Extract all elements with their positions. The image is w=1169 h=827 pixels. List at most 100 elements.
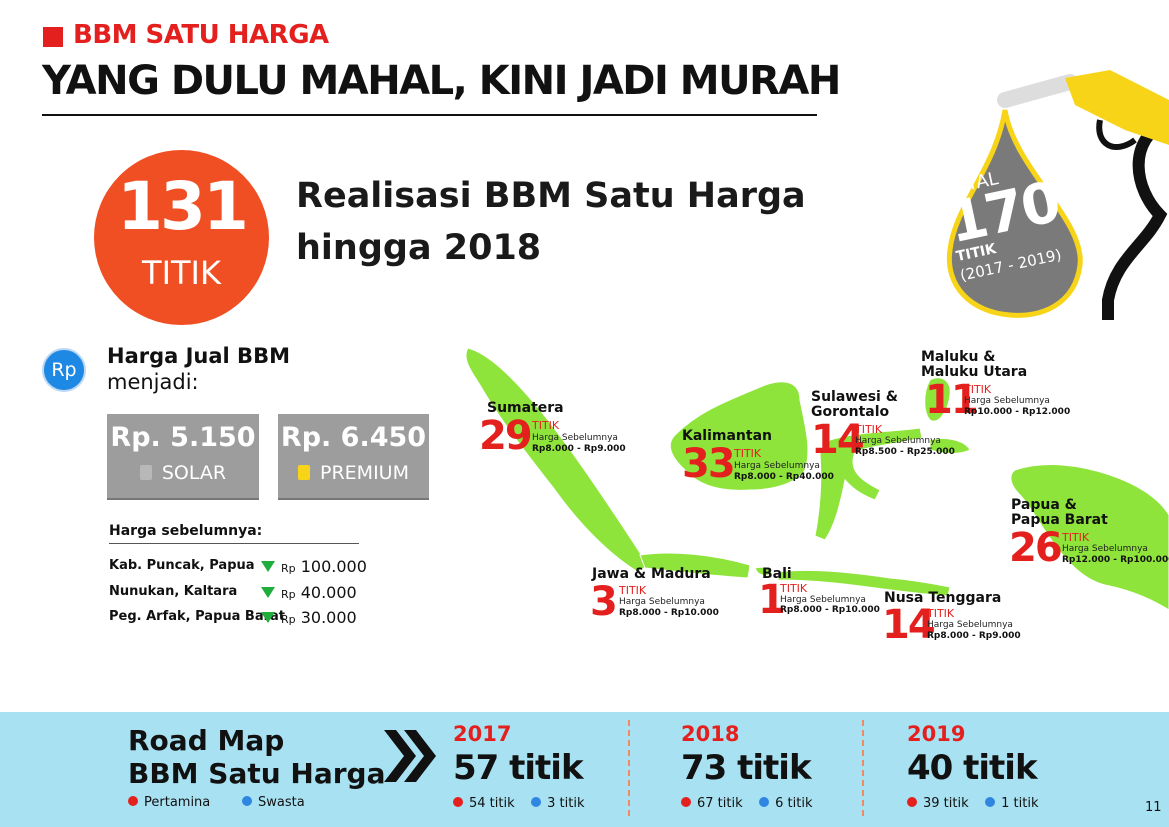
region-nusa-tenggara: Nusa Tenggara 14 TITIK Harga Sebelumnya … (882, 590, 1021, 646)
region-name: Jawa & Madura (592, 566, 711, 582)
region-count: 14 (882, 602, 936, 648)
realisasi-text: Realisasi BBM Satu Harga hingga 2018 (296, 170, 836, 274)
kalimantan-island (669, 381, 809, 491)
region-unit: TITIK (780, 582, 808, 595)
pertamina-dot-icon (681, 797, 691, 807)
fuel-nozzle-drop-illustration (946, 70, 1169, 320)
region-unit: TITIK (734, 447, 762, 460)
bali-island (754, 566, 773, 576)
maluku-islands (924, 377, 951, 422)
region-prev-label: Harga Sebelumnya (780, 595, 866, 605)
nozzle-trigger-icon (1096, 119, 1137, 151)
region-count: 14 (811, 417, 865, 463)
rupiah-icon: Rp (42, 348, 86, 392)
jawa-island (639, 552, 751, 579)
region-name: Sumatera (487, 400, 564, 416)
indonesia-map (465, 347, 1169, 611)
papua-island (1010, 464, 1169, 611)
region-name-line2: Maluku Utara (921, 364, 1028, 380)
previous-price-divider (109, 543, 359, 544)
swasta-dot-icon (531, 797, 542, 807)
swasta-dot-icon (242, 796, 252, 806)
pertamina-dot-icon (907, 797, 917, 807)
page-number: 11 (1145, 800, 1162, 815)
region-prev-range: Rp10.000 - Rp12.000 (964, 407, 1071, 417)
previous-price-amount: Rp 100.000 (281, 557, 367, 576)
region-sumatera: Sumatera 29 TITIK Harga Sebelumnya Rp8.0… (479, 400, 626, 457)
region-count: 3 (590, 579, 618, 625)
premium-label-row: PREMIUM (278, 462, 429, 484)
region-unit: TITIK (532, 419, 560, 432)
region-prev-range: Rp8.000 - Rp9.000 (532, 444, 626, 454)
roadmap-split: 54 titik 3 titik (453, 796, 585, 811)
previous-price-amount: Rp 30.000 (281, 608, 357, 627)
region-maluku: Maluku & Maluku Utara 11 TITIK Harga Seb… (921, 349, 1070, 421)
legend-pertamina: Pertamina (128, 795, 210, 810)
previous-price-location: Peg. Arfak, Papua Barat (109, 609, 286, 624)
pertamina-dot-icon (453, 797, 463, 807)
region-count: 33 (682, 441, 736, 487)
roadmap-total: 57 titik (453, 748, 584, 788)
premium-price-value: Rp. 6.450 (280, 422, 427, 453)
region-name-line1: Papua & (1011, 497, 1077, 513)
down-arrow-icon (261, 561, 275, 572)
solar-label-row: SOLAR (107, 462, 259, 484)
roadmap-total: 40 titik (907, 748, 1038, 788)
region-prev-range: Rp8.000 - Rp40.000 (734, 472, 834, 482)
roadmap-split: 39 titik 1 titik (907, 796, 1039, 811)
price-subtitle: menjadi: (107, 370, 199, 394)
region-unit: TITIK (619, 584, 647, 597)
region-prev-range: Rp8.000 - Rp10.000 (780, 605, 880, 615)
region-count: 29 (479, 413, 533, 459)
page-headline: YANG DULU MAHAL, KINI JADI MURAH (42, 58, 841, 104)
roadmap-title-line2: BBM Satu Harga (128, 757, 386, 790)
double-chevron-right-icon (384, 730, 436, 782)
pertamina-dot-icon (128, 796, 138, 806)
region-prev-range: Rp12.000 - Rp100.000 (1062, 555, 1169, 565)
region-unit: TITIK (927, 607, 955, 620)
price-title: Harga Jual BBM (107, 344, 290, 368)
year-separator (862, 720, 864, 816)
previous-price-location: Kab. Puncak, Papua (109, 558, 255, 573)
region-name: Nusa Tenggara (884, 590, 1002, 606)
roadmap-year: 2018 (681, 722, 740, 746)
premium-price-card: Rp. 6.450 PREMIUM (278, 414, 429, 500)
region-bali: Bali 1 TITIK Harga Sebelumnya Rp8.000 - … (758, 567, 880, 621)
roadmap-band (0, 712, 1169, 827)
realisasi-text-line1: Realisasi BBM Satu Harga (296, 176, 806, 216)
realisasi-number: 131 (117, 168, 249, 245)
year-separator (628, 720, 630, 816)
region-unit: TITIK (964, 383, 992, 396)
nozzle-icon (1065, 70, 1169, 145)
previous-price-title: Harga sebelumnya: (109, 523, 263, 539)
down-arrow-icon (261, 587, 275, 598)
region-prev-label: Harga Sebelumnya (927, 620, 1013, 630)
region-prev-range: Rp8.000 - Rp10.000 (619, 608, 719, 618)
region-prev-label: Harga Sebelumnya (619, 597, 705, 607)
region-prev-label: Harga Sebelumnya (1062, 544, 1148, 554)
kicker-square-icon (43, 27, 63, 47)
region-jawa-madura: Jawa & Madura 3 TITIK Harga Sebelumnya R… (590, 566, 719, 623)
solar-label: SOLAR (161, 462, 227, 484)
region-name-line1: Sulawesi & (811, 389, 898, 405)
realisasi-text-line2: hingga 2018 (296, 228, 542, 268)
nusa-tenggara-islands (777, 569, 951, 597)
roadmap-title-line1: Road Map (128, 724, 285, 757)
roadmap-title: Road Map BBM Satu Harga (128, 724, 386, 790)
premium-label: PREMIUM (320, 462, 409, 484)
solar-price-card: Rp. 5.150 SOLAR (107, 414, 259, 500)
region-prev-range: Rp8.500 - Rp25.000 (855, 447, 955, 457)
sumatera-island (465, 347, 649, 573)
previous-price-location: Nunukan, Kaltara (109, 584, 238, 599)
roadmap-year: 2017 (453, 722, 512, 746)
region-prev-label: Harga Sebelumnya (964, 396, 1050, 406)
region-count: 26 (1009, 525, 1063, 571)
region-sulawesi: Sulawesi & Gorontalo 14 TITIK Harga Sebe… (811, 389, 955, 461)
roadmap-year: 2019 (907, 722, 966, 746)
swasta-dot-icon (759, 797, 770, 807)
maluku-islands-south (929, 437, 971, 454)
region-name-line1: Maluku & (921, 349, 996, 365)
region-prev-range: Rp8.000 - Rp9.000 (927, 631, 1021, 641)
region-prev-label: Harga Sebelumnya (532, 433, 618, 443)
solar-price-value: Rp. 5.150 (110, 422, 256, 453)
